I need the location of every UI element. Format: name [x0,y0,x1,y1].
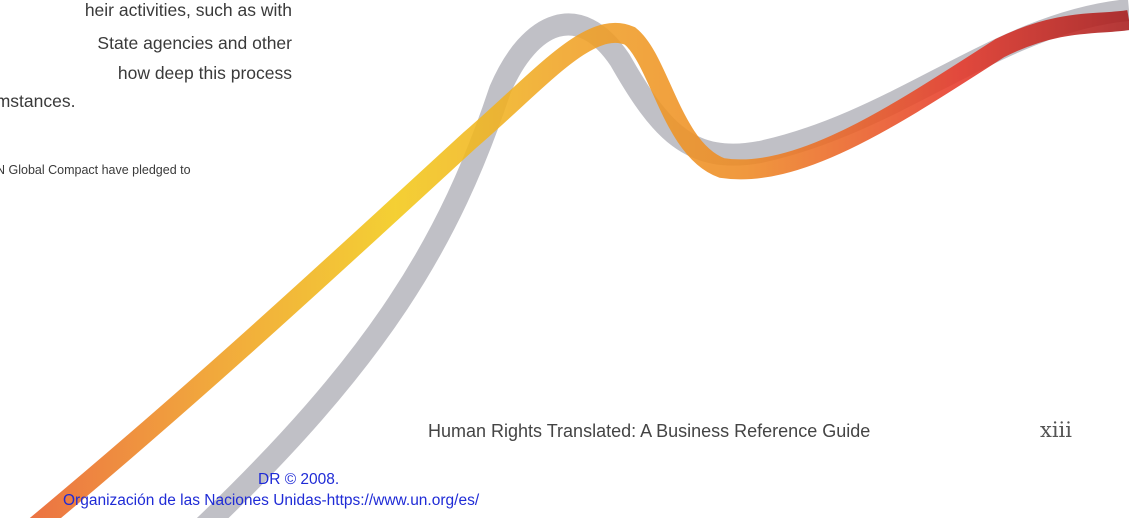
source-link[interactable]: Organización de las Naciones Unidas-http… [63,492,479,510]
body-text-line: State agencies and other [97,33,292,53]
body-text-line: umstances. [0,91,75,111]
body-text-line: how deep this process [118,63,292,83]
running-footer: Human Rights Translated: A Business Refe… [428,421,870,442]
footnote: N Global Compact have pledged to [0,162,191,178]
body-text-line: heir activities, such as with [85,0,292,20]
color-ribbon [25,20,1129,518]
copyright: DR © 2008. [258,471,339,489]
page-number: xiii [1040,418,1072,442]
document-page: {"body": {"lines": ["heir activities, su… [0,0,1129,518]
